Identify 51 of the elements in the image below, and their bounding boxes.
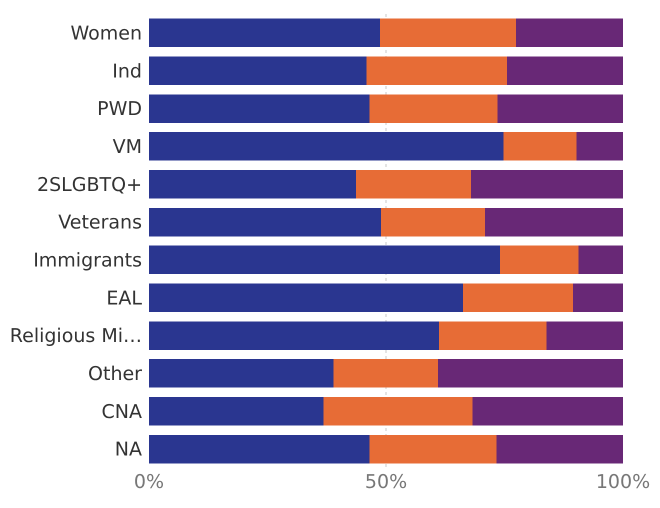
bar — [485, 208, 623, 236]
bar — [149, 321, 440, 350]
bar — [496, 434, 623, 464]
bar — [438, 359, 623, 388]
bar — [149, 434, 370, 464]
y-tick-label: CNA — [102, 400, 142, 423]
bar — [472, 397, 623, 426]
bar — [149, 132, 504, 161]
bar — [149, 18, 380, 48]
bar — [149, 284, 463, 312]
bar — [516, 18, 623, 48]
y-tick-label: VM — [112, 136, 142, 158]
y-tick-label: Women — [70, 22, 142, 45]
y-tick-label: Ind — [112, 60, 142, 82]
bar — [149, 56, 367, 85]
bar — [380, 18, 516, 48]
bar — [380, 208, 486, 236]
y-tick-label: Veterans — [58, 212, 142, 234]
bar — [369, 434, 496, 464]
bar — [506, 56, 623, 85]
bar — [323, 397, 473, 426]
bar — [149, 246, 500, 274]
bar — [333, 359, 438, 388]
bar — [369, 94, 498, 123]
x-tick-label: 0% — [134, 471, 164, 493]
bar — [500, 246, 578, 274]
bar — [546, 321, 623, 350]
bar — [470, 170, 623, 198]
y-tick-label: EAL — [106, 287, 142, 310]
y-tick-label: Other — [88, 363, 142, 386]
bar — [356, 170, 471, 198]
bar — [149, 397, 324, 426]
bar — [504, 132, 577, 161]
y-tick-label: 2SLGBTQ+ — [37, 174, 142, 196]
bar — [149, 94, 370, 123]
bar — [439, 321, 547, 350]
x-tick-label: 100% — [596, 471, 650, 493]
y-tick-label: Religious Mi… — [10, 325, 142, 348]
y-tick-label: NA — [114, 438, 142, 461]
bar — [497, 94, 623, 123]
bar — [576, 132, 623, 161]
bar — [149, 170, 356, 198]
bar — [578, 246, 623, 274]
x-tick-label: 50% — [364, 471, 408, 493]
bar — [573, 284, 623, 312]
bar — [149, 359, 334, 388]
y-tick-label: PWD — [97, 98, 142, 120]
y-tick-label: Immigrants — [33, 250, 142, 272]
bar — [462, 284, 574, 312]
bar — [149, 208, 381, 236]
bar — [366, 56, 507, 85]
